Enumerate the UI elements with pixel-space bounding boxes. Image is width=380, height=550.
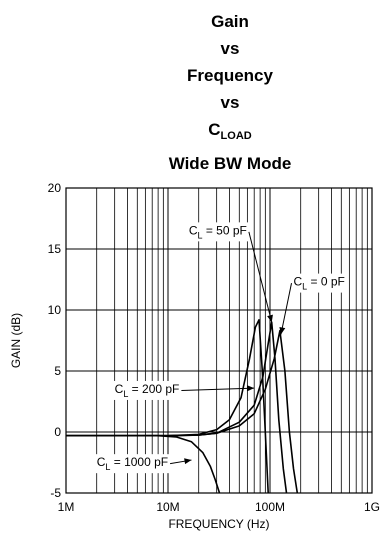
series-label-text: CL = 1000 pF — [97, 455, 168, 472]
series-label-bg — [291, 273, 347, 293]
x-tick-label: 1M — [58, 500, 75, 514]
y-tick-label: 20 — [48, 181, 62, 195]
annotation-arrowhead — [184, 458, 192, 465]
title-line: Gain — [211, 12, 249, 31]
annotation-arrow-line — [181, 387, 255, 391]
series-label-rest: = 50 pF — [203, 223, 247, 237]
y-tick-label: 15 — [48, 242, 62, 256]
series-label-main: C — [115, 382, 124, 396]
title-line: vs — [220, 39, 240, 58]
series-label-sub: L — [105, 462, 110, 472]
series-label-sub: L — [123, 389, 128, 399]
title-line: vs — [220, 93, 240, 112]
series-label-bg — [186, 222, 249, 242]
series-label-sub: L — [197, 230, 202, 240]
series-label-rest: = 0 pF — [307, 275, 345, 289]
series-label-text: CL = 200 pF — [115, 382, 180, 399]
x-axis-label: FREQUENCY (Hz) — [168, 517, 269, 531]
y-tick-label: 0 — [54, 425, 61, 439]
series-label-1: CL = 50 pF — [186, 222, 249, 242]
x-tick-label: 100M — [255, 500, 285, 514]
x-tick-label: 10M — [156, 500, 179, 514]
annotation-arrow-line — [280, 282, 292, 335]
title-line: Frequency — [187, 66, 273, 85]
series-label-rest: = 1000 pF — [110, 455, 168, 469]
series-label-rest: = 200 pF — [128, 382, 179, 396]
series-label-sub: L — [302, 282, 307, 292]
series-line-2 — [66, 318, 269, 493]
series-line-3 — [66, 434, 221, 493]
series-label-main: C — [294, 275, 303, 289]
y-tick-label: 5 — [54, 364, 61, 378]
annotation-arrowhead — [279, 326, 286, 335]
series-label-0: CL = 0 pF — [291, 273, 347, 293]
series-label-text: CL = 50 pF — [189, 223, 247, 240]
series-label-bg — [94, 454, 171, 474]
annotation-arrow-line — [248, 231, 273, 323]
title-cload-sub: LOAD — [220, 130, 252, 142]
title-cload-main: C — [208, 120, 221, 139]
y-tick-label: 10 — [48, 303, 62, 317]
series-label-main: C — [189, 223, 198, 237]
series-label-text: CL = 0 pF — [294, 275, 345, 292]
x-tick-label: 1G — [364, 500, 380, 514]
series-label-bg — [112, 380, 182, 400]
y-tick-label: -5 — [50, 486, 61, 500]
title-cload: CLOAD — [120, 116, 340, 150]
chart-title: Gain vs Frequency vs CLOAD Wide BW Mode — [120, 8, 340, 177]
annotation-arrowhead — [267, 314, 273, 323]
series-label-2: CL = 200 pF — [112, 380, 182, 400]
y-axis-label: GAIN (dB) — [9, 313, 23, 368]
series-label-3: CL = 1000 pF — [94, 454, 171, 474]
series-label-main: C — [97, 455, 106, 469]
annotation-arrowhead — [247, 385, 255, 392]
chart-subtitle: Wide BW Mode — [168, 154, 292, 173]
series-group — [66, 318, 299, 493]
